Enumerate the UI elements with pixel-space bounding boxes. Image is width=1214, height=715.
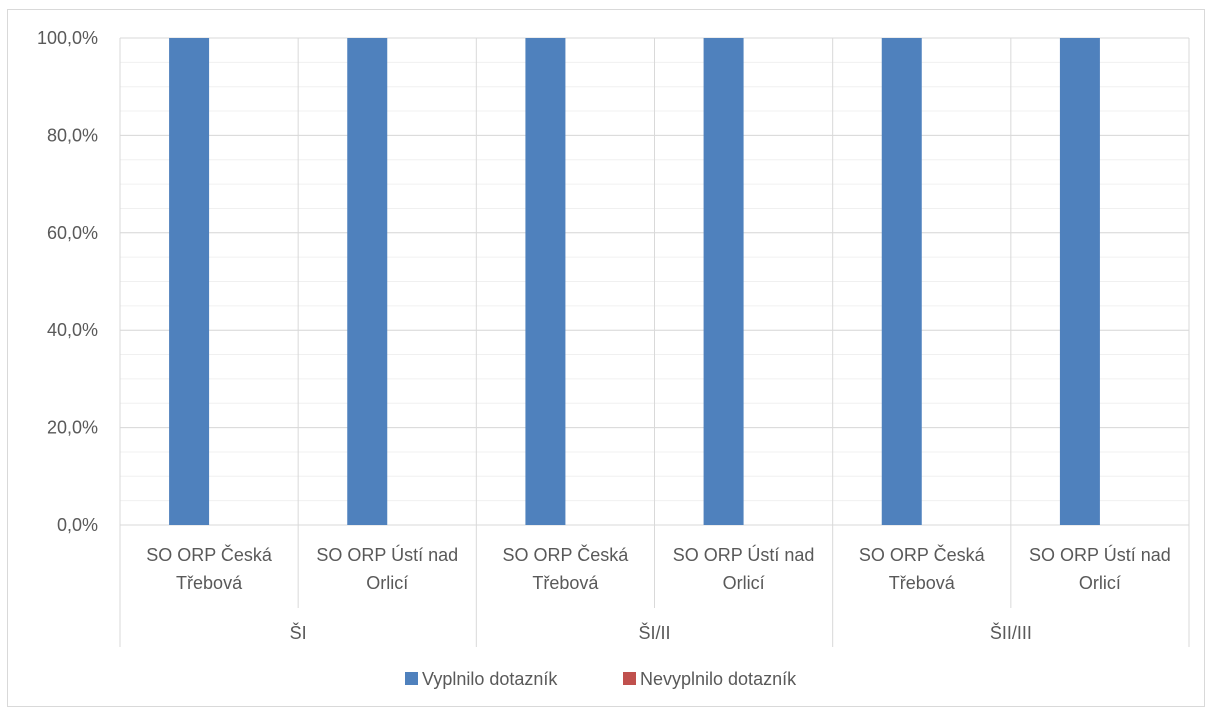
y-tick-label: 100,0% bbox=[37, 28, 98, 48]
y-tick-label: 40,0% bbox=[47, 320, 98, 340]
group-label: ŠII/III bbox=[990, 622, 1032, 643]
legend-label: Vyplnilo dotazník bbox=[422, 669, 558, 689]
legend-swatch bbox=[623, 672, 636, 685]
category-label: SO ORP Česká bbox=[146, 544, 273, 565]
group-label: ŠI bbox=[290, 622, 307, 643]
y-tick-label: 80,0% bbox=[47, 125, 98, 145]
category-label: Orlicí bbox=[723, 573, 765, 593]
bar-vyplnilo bbox=[525, 38, 566, 525]
category-label: SO ORP Ústí nad bbox=[673, 544, 815, 565]
legend-label: Nevyplnilo dotazník bbox=[640, 669, 797, 689]
category-label: Orlicí bbox=[366, 573, 408, 593]
y-tick-label: 0,0% bbox=[57, 515, 98, 535]
y-tick-label: 20,0% bbox=[47, 418, 98, 438]
legend-swatch bbox=[405, 672, 418, 685]
category-label: SO ORP Česká bbox=[503, 544, 630, 565]
category-label: Třebová bbox=[532, 573, 599, 593]
group-label: ŠI/II bbox=[638, 622, 670, 643]
category-label: SO ORP Česká bbox=[859, 544, 986, 565]
bar-vyplnilo bbox=[881, 38, 922, 525]
category-label: Třebová bbox=[889, 573, 956, 593]
category-label: Třebová bbox=[176, 573, 243, 593]
category-label: SO ORP Ústí nad bbox=[316, 544, 458, 565]
bar-vyplnilo bbox=[169, 38, 210, 525]
bar-vyplnilo bbox=[347, 38, 388, 525]
category-label: SO ORP Ústí nad bbox=[1029, 544, 1171, 565]
y-tick-label: 60,0% bbox=[47, 223, 98, 243]
bar-vyplnilo bbox=[1059, 38, 1100, 525]
bar-vyplnilo bbox=[703, 38, 744, 525]
category-label: Orlicí bbox=[1079, 573, 1121, 593]
